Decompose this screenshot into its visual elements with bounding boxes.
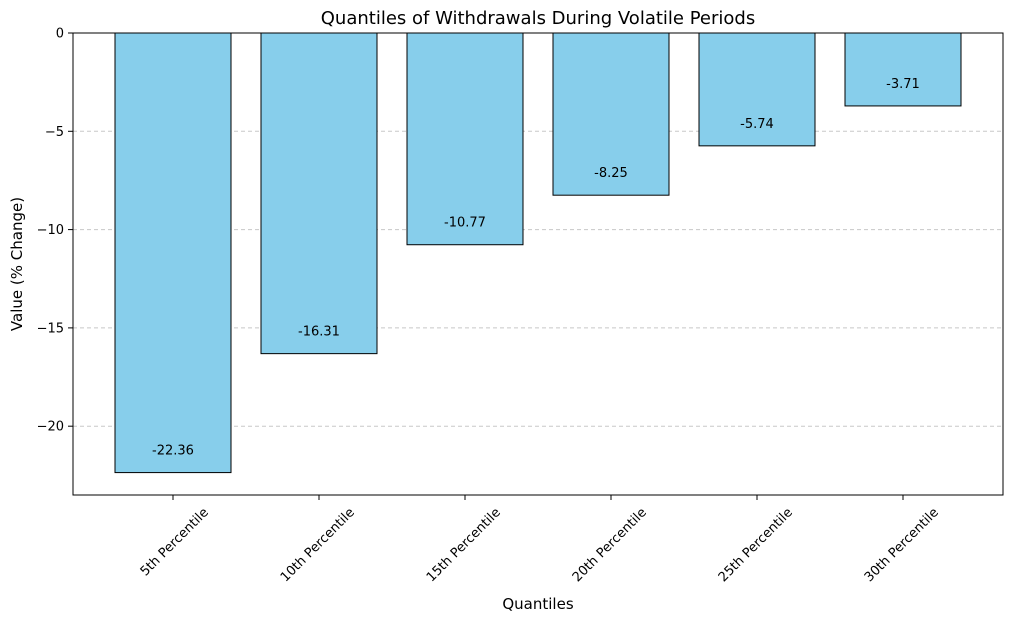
y-axis: 0 −5 −10 −15 −20 [37,27,73,435]
data-label: -22.36 [152,444,194,459]
x-axis: 5th Percentile 10th Percentile 15th Percen… [138,495,942,585]
x-axis-label: Quantiles [502,595,573,613]
y-tick-label: 0 [56,27,64,42]
bar [552,32,670,196]
bar [698,32,816,147]
chart-title: Quantiles of Withdrawals During Volatile… [321,8,755,29]
bar [260,32,378,355]
x-tick-label: 20th Percentile [570,505,650,585]
x-tick-label: 15th Percentile [424,505,504,585]
x-tick-label: 30th Percentile [862,505,942,585]
data-label: -8.25 [594,166,628,181]
bar [844,32,962,107]
x-tick-label: 25th Percentile [716,505,796,585]
plot-area-frame [72,32,1004,496]
data-label: -16.31 [298,325,340,340]
y-tick-label: −10 [37,223,64,238]
data-label: -3.71 [886,77,920,92]
bar-layer: -22.36 -16.31 -10.77 -8.25 -5.74 -3.71 [114,32,962,474]
x-tick-label: 5th Percentile [138,505,212,579]
y-tick-label: −15 [37,321,64,336]
bar [114,32,232,474]
bar [406,32,524,246]
y-axis-label: Value (% Change) [8,197,26,331]
x-tick-label: 10th Percentile [278,505,358,585]
data-label: -5.74 [740,117,774,132]
y-tick-label: −5 [45,125,64,140]
y-tick-label: −20 [37,420,64,435]
data-label: -10.77 [444,216,486,231]
